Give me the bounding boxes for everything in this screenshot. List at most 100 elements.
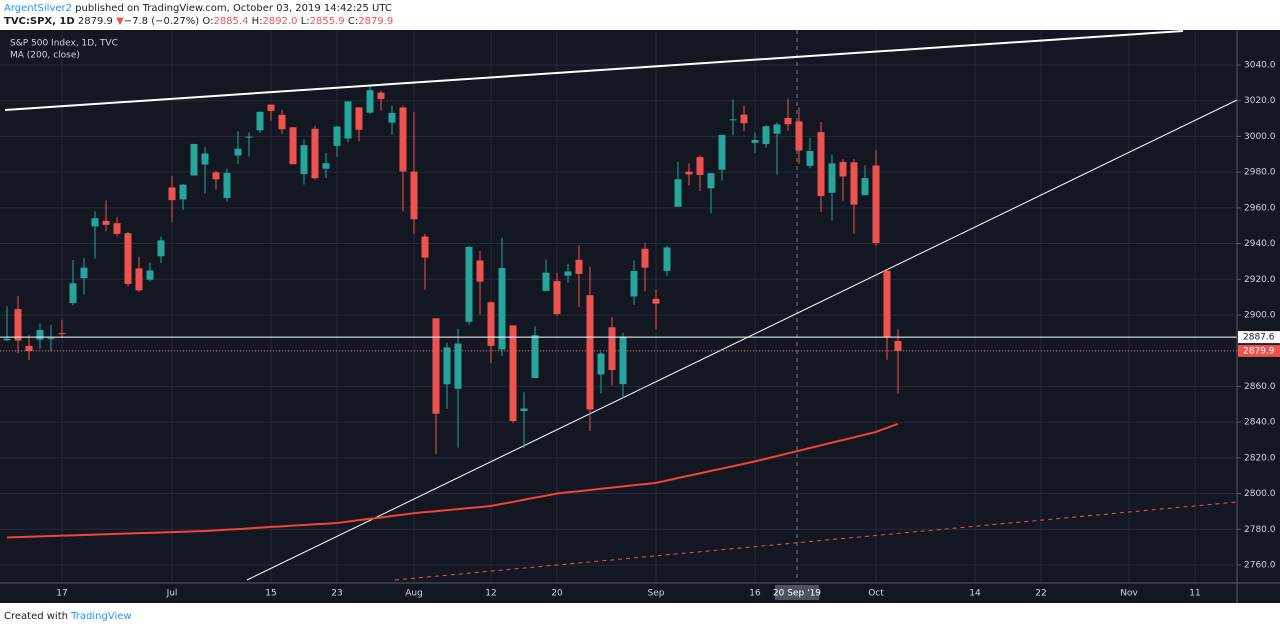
candle-body (729, 119, 737, 121)
candle-body (751, 139, 759, 143)
candle-body (454, 343, 462, 389)
candle-body (322, 163, 330, 169)
y-tick-label: 3020.0 (1244, 96, 1276, 106)
candle-body (487, 302, 495, 346)
ma-line (6, 422, 899, 539)
y-tick-label: 2960.0 (1244, 203, 1276, 213)
author[interactable]: ArgentSilver2 (4, 3, 72, 14)
close: 2879.9 (358, 16, 394, 27)
candle-body (861, 178, 869, 196)
candle-body (883, 270, 891, 338)
y-tick-label: 2980.0 (1244, 168, 1276, 178)
change: −7.8 (−0.27%) (123, 16, 200, 27)
low-label: L: (300, 16, 310, 27)
header-line-1: ArgentSilver2 published on TradingView.c… (4, 2, 393, 15)
candle-body (278, 114, 286, 130)
candle-body (234, 148, 242, 156)
candle-body (597, 353, 605, 375)
candle-body (135, 268, 143, 291)
y-tick-label: 2920.0 (1244, 275, 1276, 285)
candle-body (641, 248, 649, 268)
open: 2885.4 (213, 16, 249, 27)
trend-line[interactable] (394, 501, 1238, 581)
candle-body (201, 153, 209, 165)
candle-body (25, 345, 33, 352)
y-tick-label: 2900.0 (1244, 310, 1276, 320)
candle-body (531, 335, 539, 379)
candle-body (190, 143, 198, 176)
arrow: ▼ (116, 16, 124, 27)
brand[interactable]: TradingView (71, 611, 132, 622)
candle-body (157, 240, 165, 257)
candle-body (223, 172, 231, 199)
candle-body (113, 223, 121, 234)
candle-body (894, 341, 902, 351)
candle-body (366, 90, 374, 113)
x-tick-label: 15 (265, 589, 276, 599)
price-label-box (1238, 331, 1280, 344)
candle-body (36, 329, 44, 340)
high: 2892.0 (262, 16, 298, 27)
y-tick-label: 2760.0 (1244, 560, 1276, 570)
candle-body (828, 163, 836, 193)
candle-body (212, 172, 220, 180)
x-tick-label: 14 (969, 589, 981, 599)
candle-body (432, 318, 440, 414)
candle-body (553, 281, 561, 315)
candle-body (806, 151, 814, 166)
candle-body (410, 171, 418, 220)
candle-body (256, 111, 264, 131)
candle-body (817, 132, 825, 197)
chart-background (0, 30, 1280, 603)
candle-body (179, 184, 187, 200)
candle-body (498, 268, 506, 350)
header-line-2: TVC:SPX, 1D 2879.9 ▼−7.8 (−0.27%) O:2885… (4, 15, 393, 28)
candle-body (707, 173, 715, 189)
candle-body (300, 145, 308, 175)
candle-body (355, 107, 363, 130)
candle-body (168, 187, 176, 201)
candle-body (839, 161, 847, 177)
y-tick-label: 2780.0 (1244, 525, 1276, 535)
candle-body (69, 283, 77, 304)
x-tick-label: Jul (166, 589, 178, 599)
y-tick-label: 2800.0 (1244, 489, 1276, 499)
candle-body (91, 218, 99, 227)
candle-body (267, 104, 275, 111)
candle-body (388, 112, 396, 123)
candle-body (80, 267, 88, 279)
y-tick-label: 2820.0 (1244, 453, 1276, 463)
trend-line[interactable] (4, 30, 1184, 111)
candle-body (289, 127, 297, 165)
crosshair-label-box (775, 585, 819, 600)
candle-body (399, 107, 407, 172)
low: 2855.9 (309, 16, 345, 27)
candle-body (740, 114, 748, 124)
candle-body (608, 327, 616, 370)
published: published on TradingView.com, October 03… (75, 3, 392, 14)
price-label: 2887.6 (1243, 333, 1275, 343)
trend-line[interactable] (246, 99, 1238, 581)
x-tick-label: Aug (405, 589, 423, 599)
close-label: C: (347, 16, 359, 27)
candle-body (872, 165, 880, 244)
header: ArgentSilver2 published on TradingView.c… (4, 2, 393, 28)
candle-body (47, 338, 55, 340)
footer-text: Created with (4, 611, 68, 622)
x-tick-label: Sep (648, 589, 665, 599)
candle-body (146, 270, 154, 280)
price-label-box (1238, 344, 1280, 357)
y-tick-label: 3000.0 (1244, 132, 1276, 142)
y-tick-label: 2860.0 (1244, 382, 1276, 392)
candle-body (14, 309, 22, 341)
candle-body (443, 347, 451, 385)
candle-body (476, 260, 484, 282)
last: 2879.9 (77, 16, 113, 27)
x-tick-label: 23 (331, 589, 342, 599)
candle-body (421, 236, 429, 258)
candle-body (520, 408, 528, 412)
x-tick-label: Oct (868, 589, 884, 599)
y-tick-label: 2940.0 (1244, 239, 1276, 249)
